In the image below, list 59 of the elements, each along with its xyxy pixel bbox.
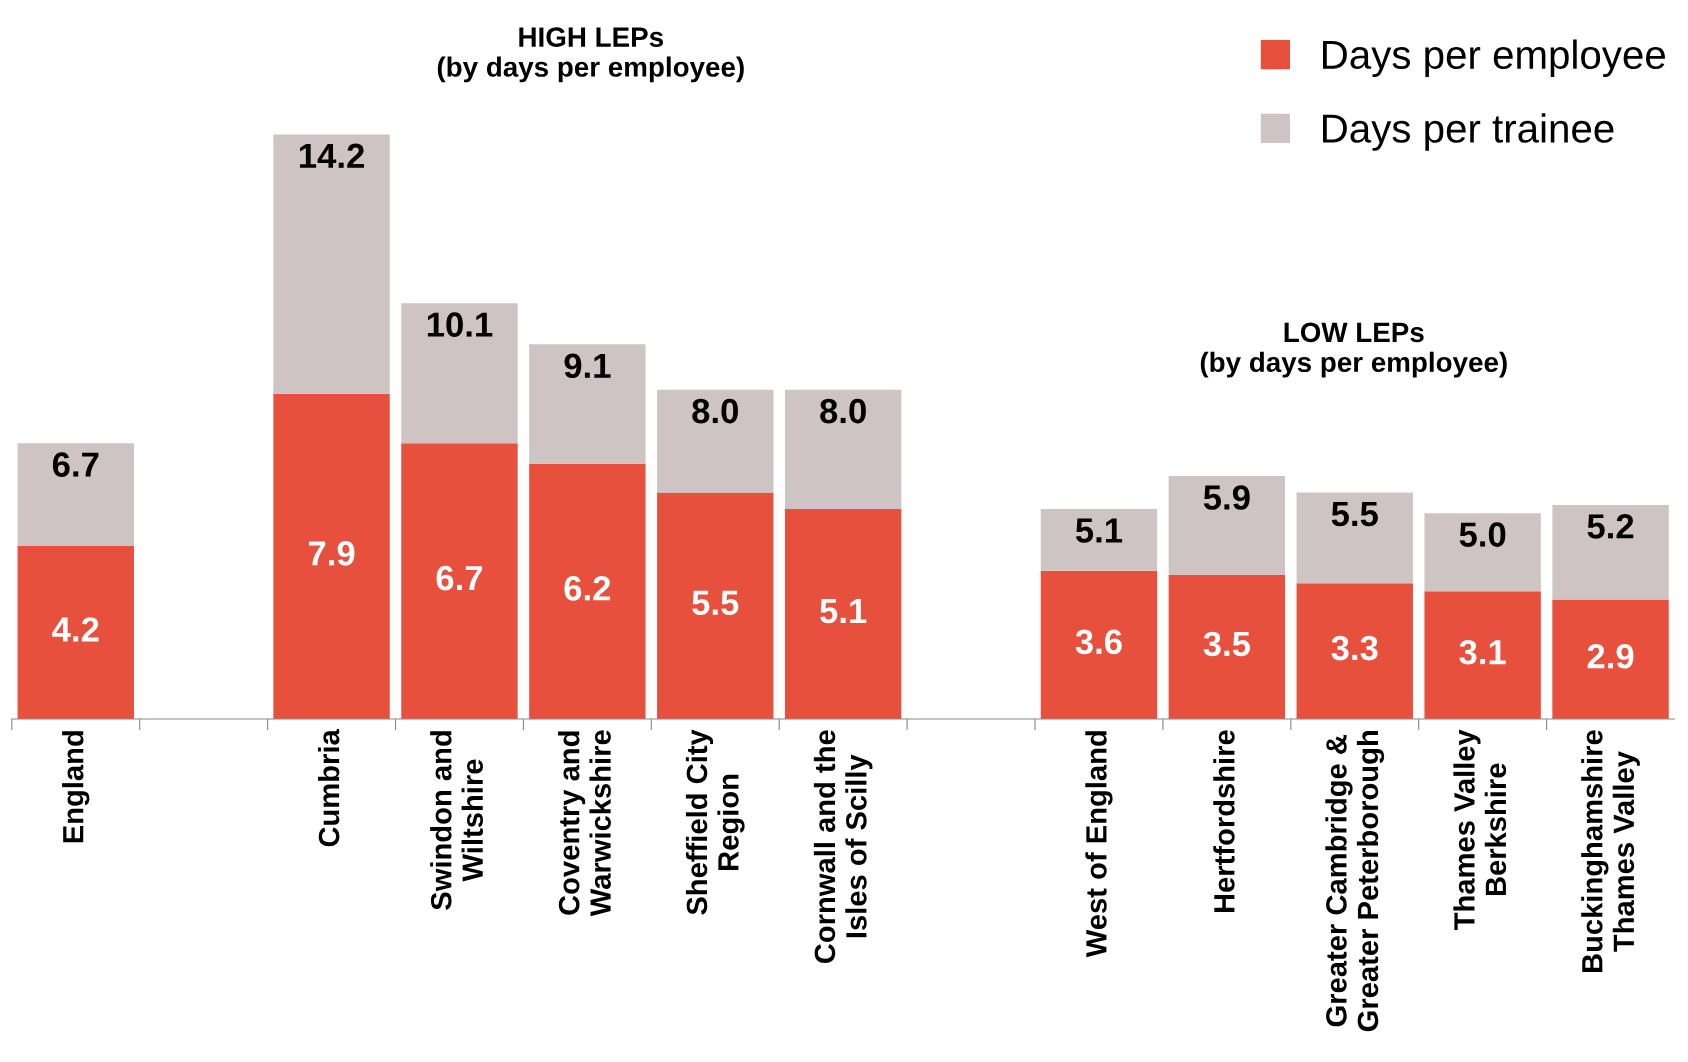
data-label: 6.2 <box>564 576 611 601</box>
x-tick-label: Hertfordshire <box>1213 730 1235 913</box>
x-tick-label: Swindon and Wiltshire <box>430 731 483 910</box>
bar <box>273 134 390 394</box>
total-label: 10.1 <box>427 312 493 337</box>
legend-label: Days per employee <box>1323 39 1665 78</box>
x-tick-label: Coventry and Warwickshire <box>558 730 611 917</box>
bar <box>17 546 134 719</box>
bar <box>273 393 390 719</box>
annotation: LOW LEPs (by days per employee) <box>1200 322 1507 378</box>
data-label: 5.5 <box>692 590 739 616</box>
data-label: 3.6 <box>1075 629 1122 655</box>
total-label: 9.1 <box>564 353 611 379</box>
data-label: 3.3 <box>1331 635 1378 661</box>
x-tick-label: West of England <box>1085 731 1113 958</box>
x-tick-label: Cumbria <box>317 729 340 847</box>
x-tick-label: Thames Valley Berkshire <box>1453 729 1507 930</box>
bar <box>1424 513 1541 592</box>
total-label: 8.0 <box>692 398 738 424</box>
data-label: 3.5 <box>1203 631 1251 657</box>
bar <box>1552 599 1669 719</box>
total-label: 8.0 <box>820 398 866 424</box>
bar <box>1296 492 1413 584</box>
legend-label: Days per trainee <box>1323 113 1614 151</box>
total-label: 14.2 <box>299 143 364 168</box>
bar <box>529 463 646 719</box>
data-label: 7.9 <box>308 541 355 566</box>
data-label: 4.2 <box>52 617 99 642</box>
bar <box>401 303 518 444</box>
total-label: 5.5 <box>1331 502 1378 527</box>
bar <box>1552 504 1669 600</box>
total-label: 6.7 <box>52 452 99 477</box>
data-label: 6.7 <box>436 565 483 591</box>
total-label: 5.9 <box>1203 485 1250 510</box>
bar <box>784 509 902 719</box>
bar <box>784 389 902 510</box>
total-label: 5.0 <box>1459 522 1506 547</box>
bar <box>1168 476 1286 575</box>
total-label: 5.1 <box>1075 518 1123 543</box>
x-tick-label: England <box>62 731 90 843</box>
text: HIGH LEPs (by days per employee) <box>437 27 744 83</box>
bar <box>1040 570 1158 719</box>
bar <box>17 443 134 547</box>
bar <box>1296 583 1413 719</box>
x-tick-label: Cornwall and the Isles of Scilly <box>813 730 873 964</box>
data-label: 2.9 <box>1587 644 1634 669</box>
bar <box>529 344 646 464</box>
bar <box>401 443 518 719</box>
x-tick-label: Greater Cambridge & Greater Peterborough <box>1325 731 1385 1032</box>
bar <box>1040 509 1158 571</box>
bar <box>657 492 774 719</box>
x-tick-label: Sheffield City Region <box>685 729 745 915</box>
data-label: 5.1 <box>820 599 867 624</box>
data-label: 3.1 <box>1459 639 1506 665</box>
bar <box>1168 574 1286 719</box>
total-label: 5.2 <box>1587 514 1634 539</box>
x-tick-label: Buckinghamshire Thames Valley <box>1581 730 1640 973</box>
bar <box>657 389 774 493</box>
bar <box>1424 591 1541 719</box>
